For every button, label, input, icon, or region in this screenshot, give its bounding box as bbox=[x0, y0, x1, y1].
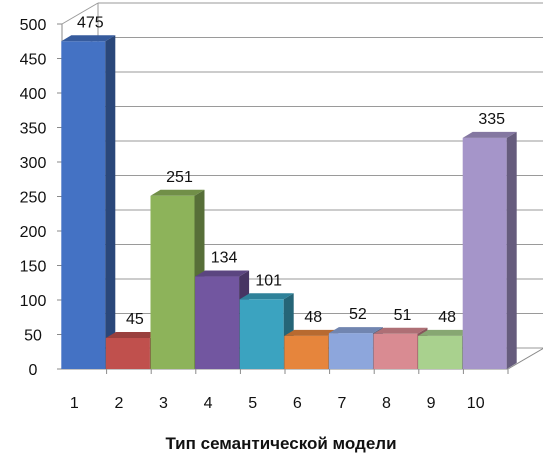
bar-front bbox=[105, 337, 150, 369]
y-tick-label: 350 bbox=[20, 121, 47, 138]
bar-front bbox=[418, 335, 463, 369]
x-tick-label: 2 bbox=[114, 395, 123, 412]
y-tick-label: 0 bbox=[29, 362, 38, 379]
bar bbox=[462, 131, 517, 369]
y-tick-label: 400 bbox=[20, 86, 47, 103]
x-tick-label: 3 bbox=[159, 395, 168, 412]
x-tick-label: 4 bbox=[204, 395, 213, 412]
bar-top bbox=[462, 131, 517, 138]
data-label: 51 bbox=[394, 307, 412, 324]
y-tick-labels: 0 50 100 150 200 250 300 350 400 450 500 bbox=[20, 17, 47, 379]
bar-front bbox=[284, 335, 329, 369]
bar-front bbox=[239, 299, 284, 369]
x-axis-title: Тип семантической модели bbox=[165, 434, 396, 453]
y-tick-label: 300 bbox=[20, 155, 47, 172]
bar-front bbox=[150, 195, 195, 369]
bar-side bbox=[105, 35, 116, 369]
bar-top bbox=[105, 331, 160, 338]
bar-top bbox=[195, 270, 250, 277]
bar-top bbox=[328, 327, 383, 334]
bar-top bbox=[239, 293, 294, 300]
y-tick-label: 150 bbox=[20, 259, 47, 276]
bar-top bbox=[284, 329, 339, 336]
bar-top bbox=[150, 189, 205, 196]
y-tick-label: 100 bbox=[20, 293, 47, 310]
x-tick-label: 1 bbox=[70, 395, 79, 412]
bar-front bbox=[61, 41, 106, 369]
data-label: 52 bbox=[349, 306, 367, 323]
x-tick-label: 10 bbox=[467, 395, 485, 412]
y-tick-label: 450 bbox=[20, 52, 47, 69]
data-label: 134 bbox=[211, 250, 238, 267]
y-tick-label: 50 bbox=[24, 328, 42, 345]
bar-side bbox=[506, 131, 517, 369]
y-tick-label: 250 bbox=[20, 190, 47, 207]
x-tick-label: 7 bbox=[337, 395, 346, 412]
x-tick-label: 6 bbox=[293, 395, 302, 412]
data-label: 48 bbox=[304, 309, 322, 326]
x-tick-labels: 1 2 3 4 5 6 7 8 9 10 bbox=[70, 395, 485, 412]
data-label: 45 bbox=[126, 311, 144, 328]
data-label: 101 bbox=[255, 272, 282, 289]
x-tick-label: 5 bbox=[248, 395, 257, 412]
data-label: 335 bbox=[478, 111, 505, 128]
data-label: 475 bbox=[77, 14, 104, 31]
bar-front bbox=[195, 276, 240, 369]
bar-front bbox=[328, 333, 373, 369]
y-tick-label: 200 bbox=[20, 224, 47, 241]
data-label: 251 bbox=[166, 169, 193, 186]
floor-edge bbox=[507, 348, 543, 370]
bar bbox=[61, 35, 116, 369]
bar-top bbox=[418, 329, 473, 336]
data-label: 48 bbox=[438, 309, 456, 326]
bar-front bbox=[373, 333, 418, 369]
bar-top bbox=[373, 327, 428, 334]
bars bbox=[61, 35, 517, 369]
bar-top bbox=[61, 35, 116, 42]
data-labels: 475 45 251 134 101 48 52 51 48 335 bbox=[77, 14, 505, 328]
side-gridline bbox=[61, 2, 99, 25]
x-tick-label: 9 bbox=[427, 395, 436, 412]
bar-front bbox=[462, 137, 507, 369]
x-tick-label: 8 bbox=[382, 395, 391, 412]
y-tick-label: 500 bbox=[20, 17, 47, 34]
